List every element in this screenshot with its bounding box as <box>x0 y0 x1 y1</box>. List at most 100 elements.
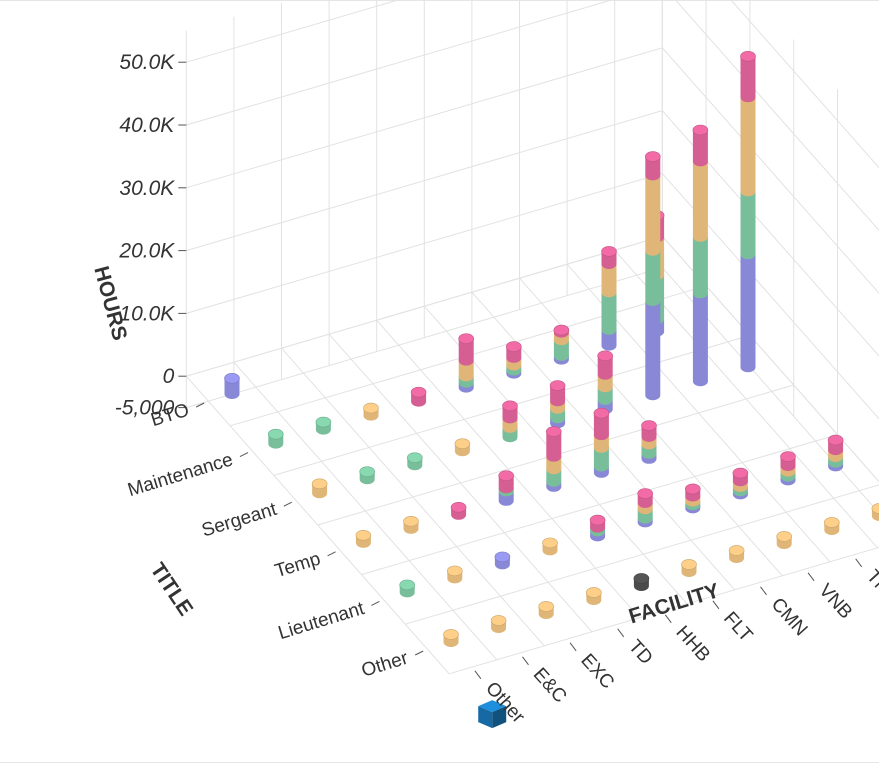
facility-tick-mark <box>761 587 767 595</box>
bar-other-e-c <box>491 615 506 633</box>
z-tick-marks <box>178 62 186 407</box>
bar-segment-s1 <box>741 254 756 372</box>
bar-maintenance-flt <box>506 342 521 379</box>
facility-tick-label: HHB <box>672 622 714 666</box>
bar-sergeant-td <box>455 439 470 457</box>
bar-temp-other <box>356 530 371 548</box>
bar-maintenance-other <box>268 429 283 448</box>
bar-segment-s3 <box>741 97 756 196</box>
bar-lieutenant-tnb <box>781 452 796 486</box>
facility-tick-mark <box>570 643 576 651</box>
facility-tick-mark <box>808 573 814 581</box>
title-axis-title: TITLE <box>146 559 198 620</box>
title-tick-mark <box>371 601 379 605</box>
title-tick-label: Temp <box>272 548 323 582</box>
bar-top-cap <box>495 552 510 562</box>
bar-top-cap <box>499 471 514 481</box>
bar-top-cap <box>777 531 792 541</box>
facility-tick-label: TNB <box>862 566 879 608</box>
facility-tick-mark <box>523 657 529 665</box>
bar-temp-exc <box>451 502 466 520</box>
bar-top-cap <box>364 403 379 413</box>
bar-sergeant-exc <box>407 453 422 471</box>
bar-temp-flt <box>594 408 609 478</box>
wall-grid-line <box>186 0 879 220</box>
bar-top-cap <box>444 629 459 639</box>
bar-top-cap <box>685 484 700 494</box>
bar-top-cap <box>447 566 462 576</box>
bar-top-cap <box>824 517 839 527</box>
bar-top-cap <box>638 489 653 499</box>
bar-top-cap <box>360 467 375 477</box>
bar-lieutenant-qmt <box>828 435 843 471</box>
bar-top-cap <box>586 587 601 597</box>
title-tick-label: Other <box>359 648 411 682</box>
bar-segment-s3 <box>645 175 660 255</box>
bar-temp-td <box>499 471 514 506</box>
title-tick-mark <box>415 651 423 655</box>
bar-top-cap <box>554 325 569 335</box>
bar-other-td <box>586 587 601 605</box>
bar-maintenance-hhb <box>459 334 474 393</box>
z-tick-label: 50.0K <box>119 51 175 74</box>
bar-top-cap <box>356 530 371 540</box>
title-tick-mark <box>240 453 248 457</box>
z-tick-label: 0 <box>163 365 175 388</box>
bar-top-cap <box>404 516 419 526</box>
wall-grid-line <box>186 0 879 283</box>
bar-top-cap <box>503 401 518 411</box>
frame-bottom-rule <box>0 762 879 763</box>
title-tick-mark <box>328 552 336 556</box>
bar-lieutenant-hhb <box>590 515 605 541</box>
bar-lieutenant-exc <box>495 552 510 570</box>
title-tick-mark <box>284 502 292 506</box>
bar-temp-hhb <box>546 427 561 492</box>
title-tick-label: Maintenance <box>125 449 235 501</box>
bar-top-cap <box>539 601 554 611</box>
bar-other-hhb <box>634 573 649 591</box>
bar-other-cmn <box>729 545 744 563</box>
bar-top-cap <box>400 580 415 590</box>
title-tick-label: Sergeant <box>199 499 280 542</box>
bar-top-cap <box>634 573 649 583</box>
facility-tick-label: CMN <box>767 594 812 640</box>
bar-top-cap <box>729 545 744 555</box>
bar-segment-s3 <box>693 161 708 241</box>
bar-sergeant-cmn <box>598 351 613 414</box>
bar-top-cap <box>491 615 506 625</box>
bar-top-cap <box>682 559 697 569</box>
bar-sergeant-other <box>312 479 327 498</box>
bar-maintenance-e-c <box>316 417 331 435</box>
bar-lieutenant-vnb <box>733 468 748 499</box>
bar-sergeant-hhb <box>503 401 518 442</box>
wall-grid-line <box>186 268 879 566</box>
bar-other-tnb <box>824 517 839 535</box>
bar-other-vnb <box>777 531 792 549</box>
bar-top-cap <box>645 152 660 162</box>
bar-top-cap <box>225 373 240 383</box>
wall-grid-line <box>186 236 879 534</box>
bar-sergeant-flt <box>550 381 565 429</box>
bar-other-qmt <box>872 503 879 521</box>
bar-top-cap <box>459 334 474 344</box>
bar-other-exc <box>539 601 554 619</box>
bar-top-cap <box>268 429 283 439</box>
bar-segment-s4 <box>741 56 756 102</box>
bar-lieutenant-flt <box>638 489 653 528</box>
bar-segment-s4 <box>693 130 708 166</box>
facility-tick-label: FLT <box>719 608 757 646</box>
bar-segment-s2 <box>602 292 617 335</box>
facility-tick-label: TD <box>624 636 657 669</box>
bar-top-cap <box>602 246 617 256</box>
bar-sergeant-vnb <box>645 152 660 401</box>
facility-tick-mark <box>475 671 481 679</box>
bar-segment-s2 <box>741 191 756 259</box>
bar-maintenance-cmn <box>554 325 569 365</box>
bar-segment-s2 <box>645 251 660 306</box>
title-tick-label: Lieutenant <box>276 598 368 644</box>
bar-lieutenant-e-c <box>447 566 462 584</box>
bar-top-cap <box>598 351 613 361</box>
bar-top-cap <box>693 125 708 135</box>
bar-lieutenant-cmn <box>685 484 700 513</box>
bar-top-cap <box>546 427 561 437</box>
